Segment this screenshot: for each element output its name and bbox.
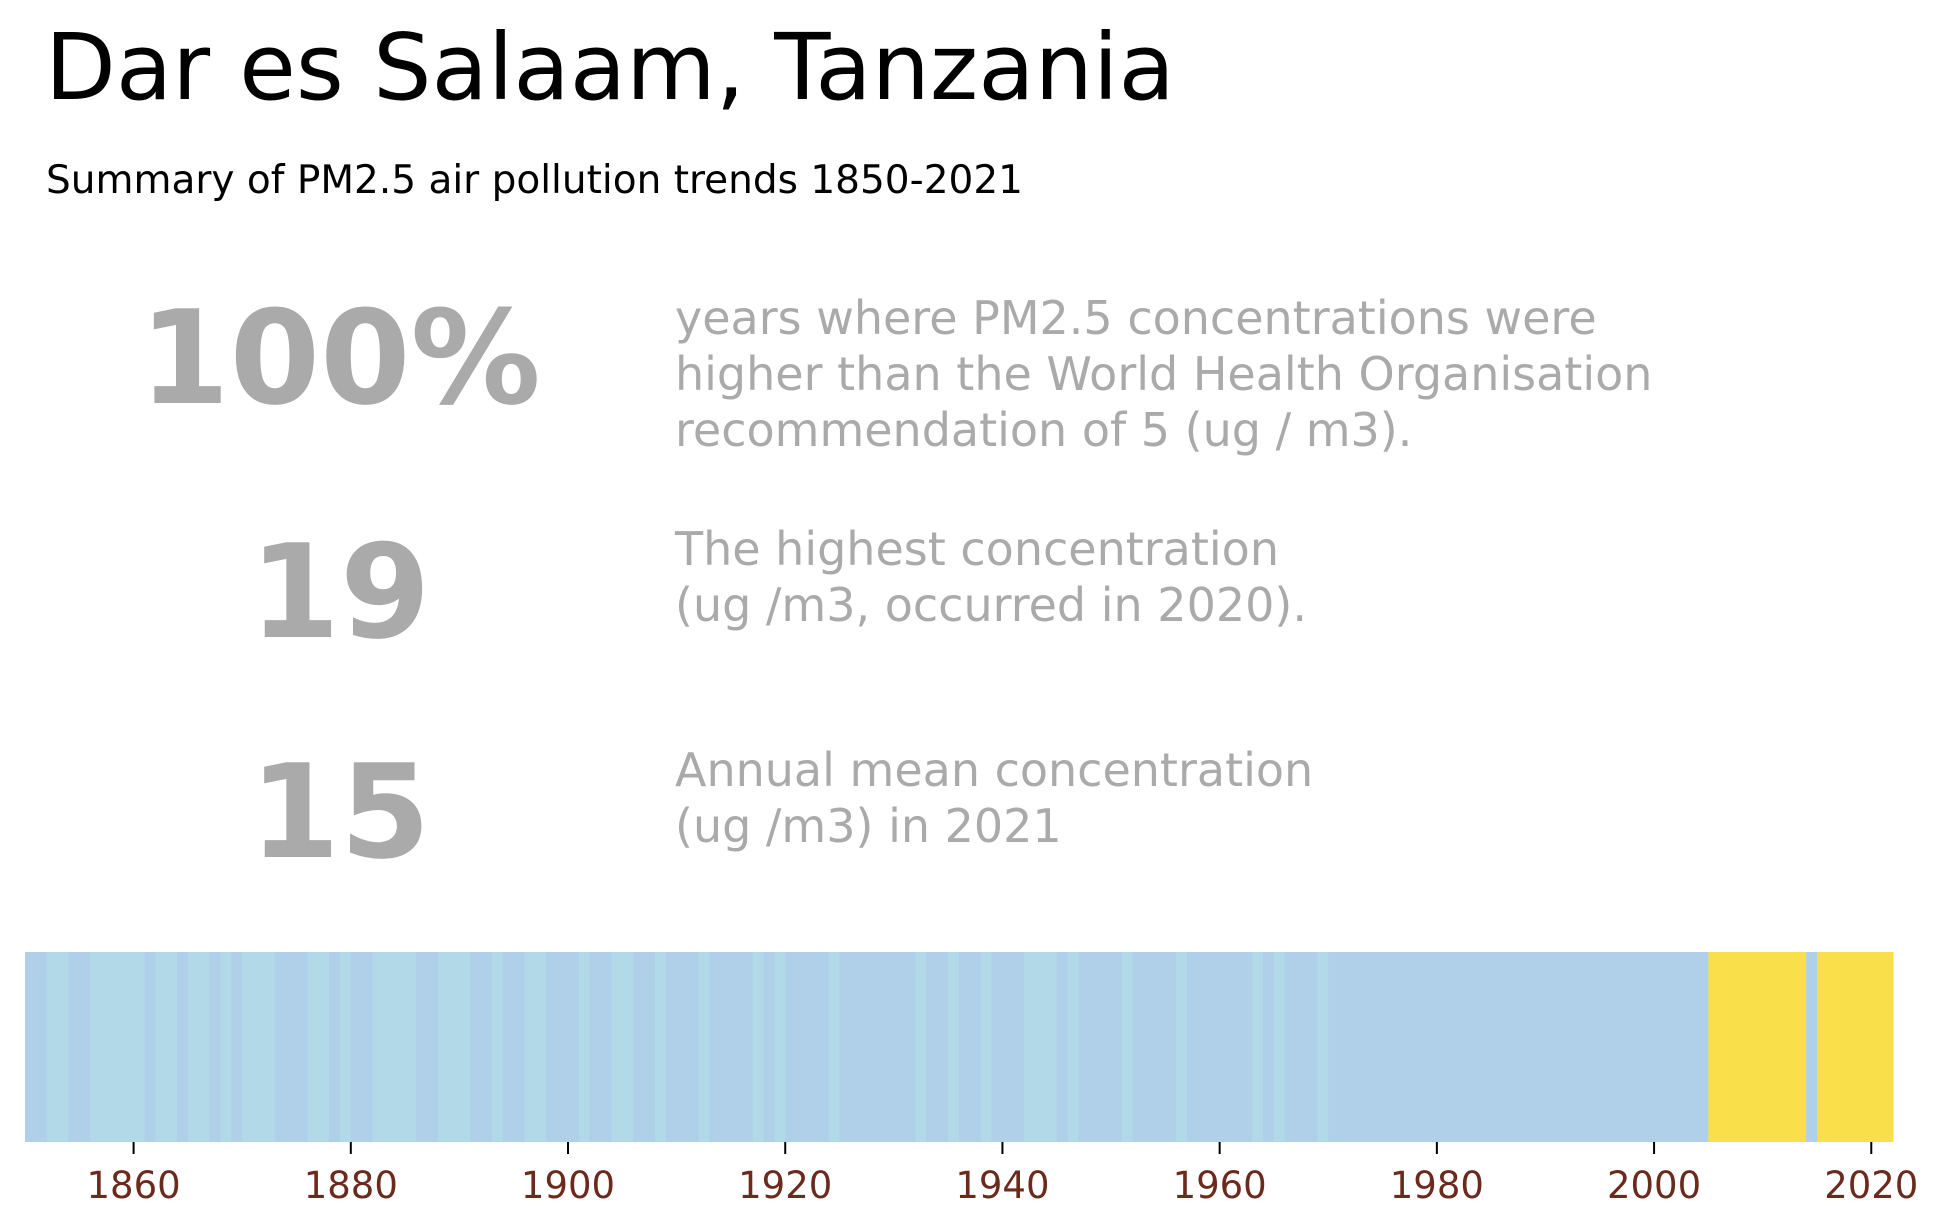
stripe-1879: [339, 952, 352, 1142]
stripe-1870: [242, 952, 276, 1142]
stripe-1852: [46, 952, 70, 1142]
stripe-1933: [926, 952, 949, 1142]
x-tick-label-1960: 1960: [1173, 1164, 1267, 1207]
stripe-1932: [915, 952, 928, 1142]
stat-description-highest: The highest concentration (ug /m3, occur…: [675, 522, 1307, 632]
x-axis: 1860 1880 1900 1920 1940 1960 1980 2000 2020: [87, 1142, 1918, 1207]
stripe-1946: [1067, 952, 1080, 1142]
stat-value-highest: 19: [249, 516, 431, 668]
stripe-1951: [1121, 952, 1134, 1142]
stripe-1867: [209, 952, 222, 1142]
stripe-1920: [785, 952, 830, 1142]
stripe-1952: [1132, 952, 1177, 1142]
stripe-1965: [1273, 952, 1286, 1142]
stripe-1963: [1252, 952, 1264, 1142]
stripe-1861: [144, 952, 156, 1142]
stripe-1856: [90, 952, 146, 1142]
stripe-1902: [589, 952, 613, 1142]
stripe-1909: [665, 952, 699, 1142]
stripe-1862: [155, 952, 178, 1142]
stripe-1917: [752, 952, 765, 1142]
stripe-1882: [372, 952, 417, 1142]
stripe-1969: [1317, 952, 1329, 1142]
stripe-1891: [470, 952, 493, 1142]
stripe-1878: [329, 952, 341, 1142]
stripe-1935: [948, 952, 960, 1142]
stripe-1970: [1328, 952, 1709, 1142]
stripe-2005: [1708, 952, 1807, 1142]
stripe-1901: [578, 952, 591, 1142]
stripe-1904: [611, 952, 634, 1142]
stat-description-annual-mean: Annual mean concentration (ug /m3) in 20…: [675, 743, 1314, 853]
stripe-1936: [959, 952, 982, 1142]
stripe-1938: [980, 952, 993, 1142]
stripe-1868: [220, 952, 232, 1142]
stripe-1869: [231, 952, 243, 1142]
stat-value-percent: 100%: [139, 282, 541, 434]
stripe-1864: [177, 952, 189, 1142]
x-tick-label-1940: 1940: [955, 1164, 1049, 1207]
stripe-2014: [1806, 952, 1818, 1142]
page-title: Dar es Salaam, Tanzania: [45, 14, 1175, 121]
stripe-1850: [25, 952, 48, 1142]
page-subtitle: Summary of PM2.5 air pollution trends 18…: [46, 158, 1023, 203]
stripe-1894: [502, 952, 526, 1142]
stripe-1918: [763, 952, 775, 1142]
stripe-1906: [633, 952, 656, 1142]
stripe-1913: [709, 952, 754, 1142]
stripe-1880: [350, 952, 374, 1142]
stripe-2015: [1816, 952, 1894, 1142]
stripe-1942: [1024, 952, 1058, 1142]
x-tick-label-1900: 1900: [521, 1164, 615, 1207]
stripe-1873: [274, 952, 308, 1142]
stripe-1957: [1187, 952, 1253, 1142]
stripe-1947: [1078, 952, 1123, 1142]
stripe-1876: [307, 952, 330, 1142]
x-tick-label-2020: 2020: [1824, 1164, 1918, 1207]
stripe-1896: [524, 952, 547, 1142]
stat-value-annual-mean: 15: [249, 736, 431, 888]
stripe-1898: [546, 952, 580, 1142]
x-tick-label-2000: 2000: [1607, 1164, 1701, 1207]
stripe-1865: [187, 952, 211, 1142]
stripe-1939: [991, 952, 1025, 1142]
stripe-1912: [698, 952, 710, 1142]
stripe-1956: [1176, 952, 1188, 1142]
stat-description-percent: years where PM2.5 concentrations were hi…: [675, 291, 1653, 457]
x-tick-label-1880: 1880: [304, 1164, 398, 1207]
stripe-1966: [1284, 952, 1318, 1142]
stripe-1924: [828, 952, 841, 1142]
stripe-1854: [68, 952, 91, 1142]
x-tick-label-1980: 1980: [1390, 1164, 1484, 1207]
stripe-1945: [1056, 952, 1069, 1142]
stripe-1919: [774, 952, 786, 1142]
stripe-1908: [654, 952, 667, 1142]
stripe-1964: [1263, 952, 1275, 1142]
x-tick-label-1860: 1860: [87, 1164, 181, 1207]
stripe-1888: [437, 952, 471, 1142]
stripe-1893: [492, 952, 504, 1142]
stripe-group: [25, 952, 1894, 1142]
x-tick-label-1920: 1920: [738, 1164, 832, 1207]
stripe-1886: [415, 952, 439, 1142]
stripe-1925: [839, 952, 917, 1142]
